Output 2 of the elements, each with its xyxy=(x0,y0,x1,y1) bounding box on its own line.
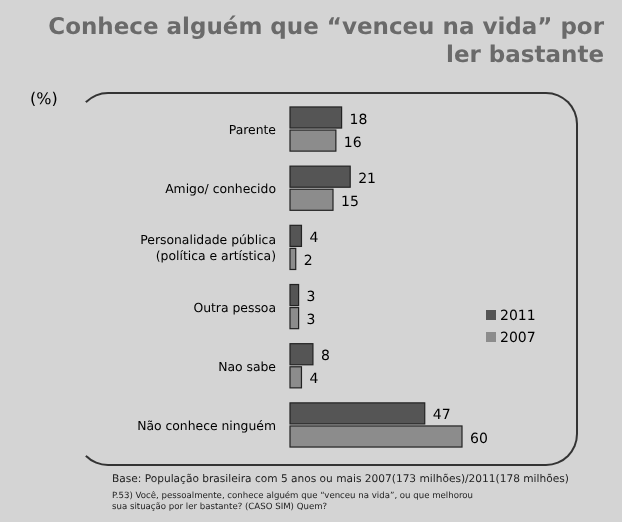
y-axis-title: (%) xyxy=(30,90,58,108)
chart-title: Conhece alguém que “venceu na vida” por ler bastante xyxy=(48,12,605,68)
